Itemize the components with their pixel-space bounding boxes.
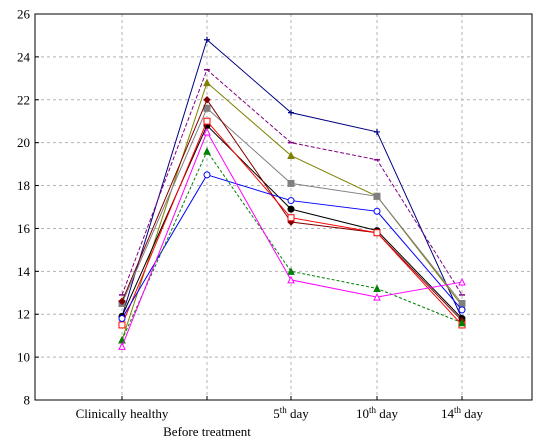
data-point (373, 192, 381, 200)
data-point (458, 300, 466, 307)
data-point (287, 205, 295, 213)
data-point (203, 127, 211, 136)
series-line (121, 174, 463, 319)
x-tick-label: 5th day (273, 405, 309, 421)
data-point (374, 128, 380, 135)
data-point (458, 277, 466, 286)
data-point (373, 207, 381, 215)
data-point (203, 117, 211, 125)
y-tick-label: 14 (17, 264, 31, 279)
data-point (287, 267, 295, 275)
data-point (373, 284, 381, 292)
data-point (203, 147, 211, 155)
data-point (373, 292, 381, 301)
plot-frame (34, 13, 533, 401)
y-tick-label: 24 (17, 49, 31, 64)
series-group (118, 36, 466, 350)
y-tick-label: 20 (17, 135, 30, 150)
data-point (118, 297, 126, 306)
data-series (118, 127, 466, 350)
data-point (203, 171, 211, 179)
data-point (373, 229, 381, 237)
data-series (119, 68, 465, 296)
x-tick-label: Before treatment (163, 424, 251, 436)
data-point (118, 342, 126, 350)
data-point (458, 306, 466, 314)
data-point (203, 96, 211, 104)
data-point (204, 36, 210, 43)
data-series (118, 147, 466, 344)
y-tick-label: 10 (17, 350, 30, 365)
y-tick-label: 12 (17, 307, 30, 322)
data-point (203, 104, 211, 112)
data-point (118, 315, 126, 323)
data-point (287, 179, 295, 187)
y-tick-label: 8 (24, 393, 31, 408)
y-axis: 8 10 12 14 16 18 20 22 24 26 (17, 7, 39, 408)
data-point (458, 318, 466, 327)
y-tick-label: 16 (17, 221, 31, 236)
y-tick-label: 22 (17, 92, 30, 107)
data-point (287, 197, 295, 205)
y-tick-label: 26 (17, 7, 31, 22)
data-point (203, 78, 211, 87)
data-point (118, 321, 126, 329)
x-tick-label: 10th day (356, 405, 399, 421)
data-point (287, 151, 295, 160)
x-tick-label: Clinically healthy (76, 406, 169, 421)
grid (35, 14, 532, 400)
data-point (287, 275, 295, 284)
series-line (121, 150, 463, 341)
data-point (287, 214, 295, 222)
x-tick-label: 14th day (441, 405, 484, 421)
series-line (121, 38, 463, 319)
x-axis: Clinically healthy Before treatment 5th da… (76, 396, 484, 436)
data-point (288, 109, 294, 116)
data-series (118, 171, 466, 323)
y-tick-label: 18 (17, 178, 30, 193)
